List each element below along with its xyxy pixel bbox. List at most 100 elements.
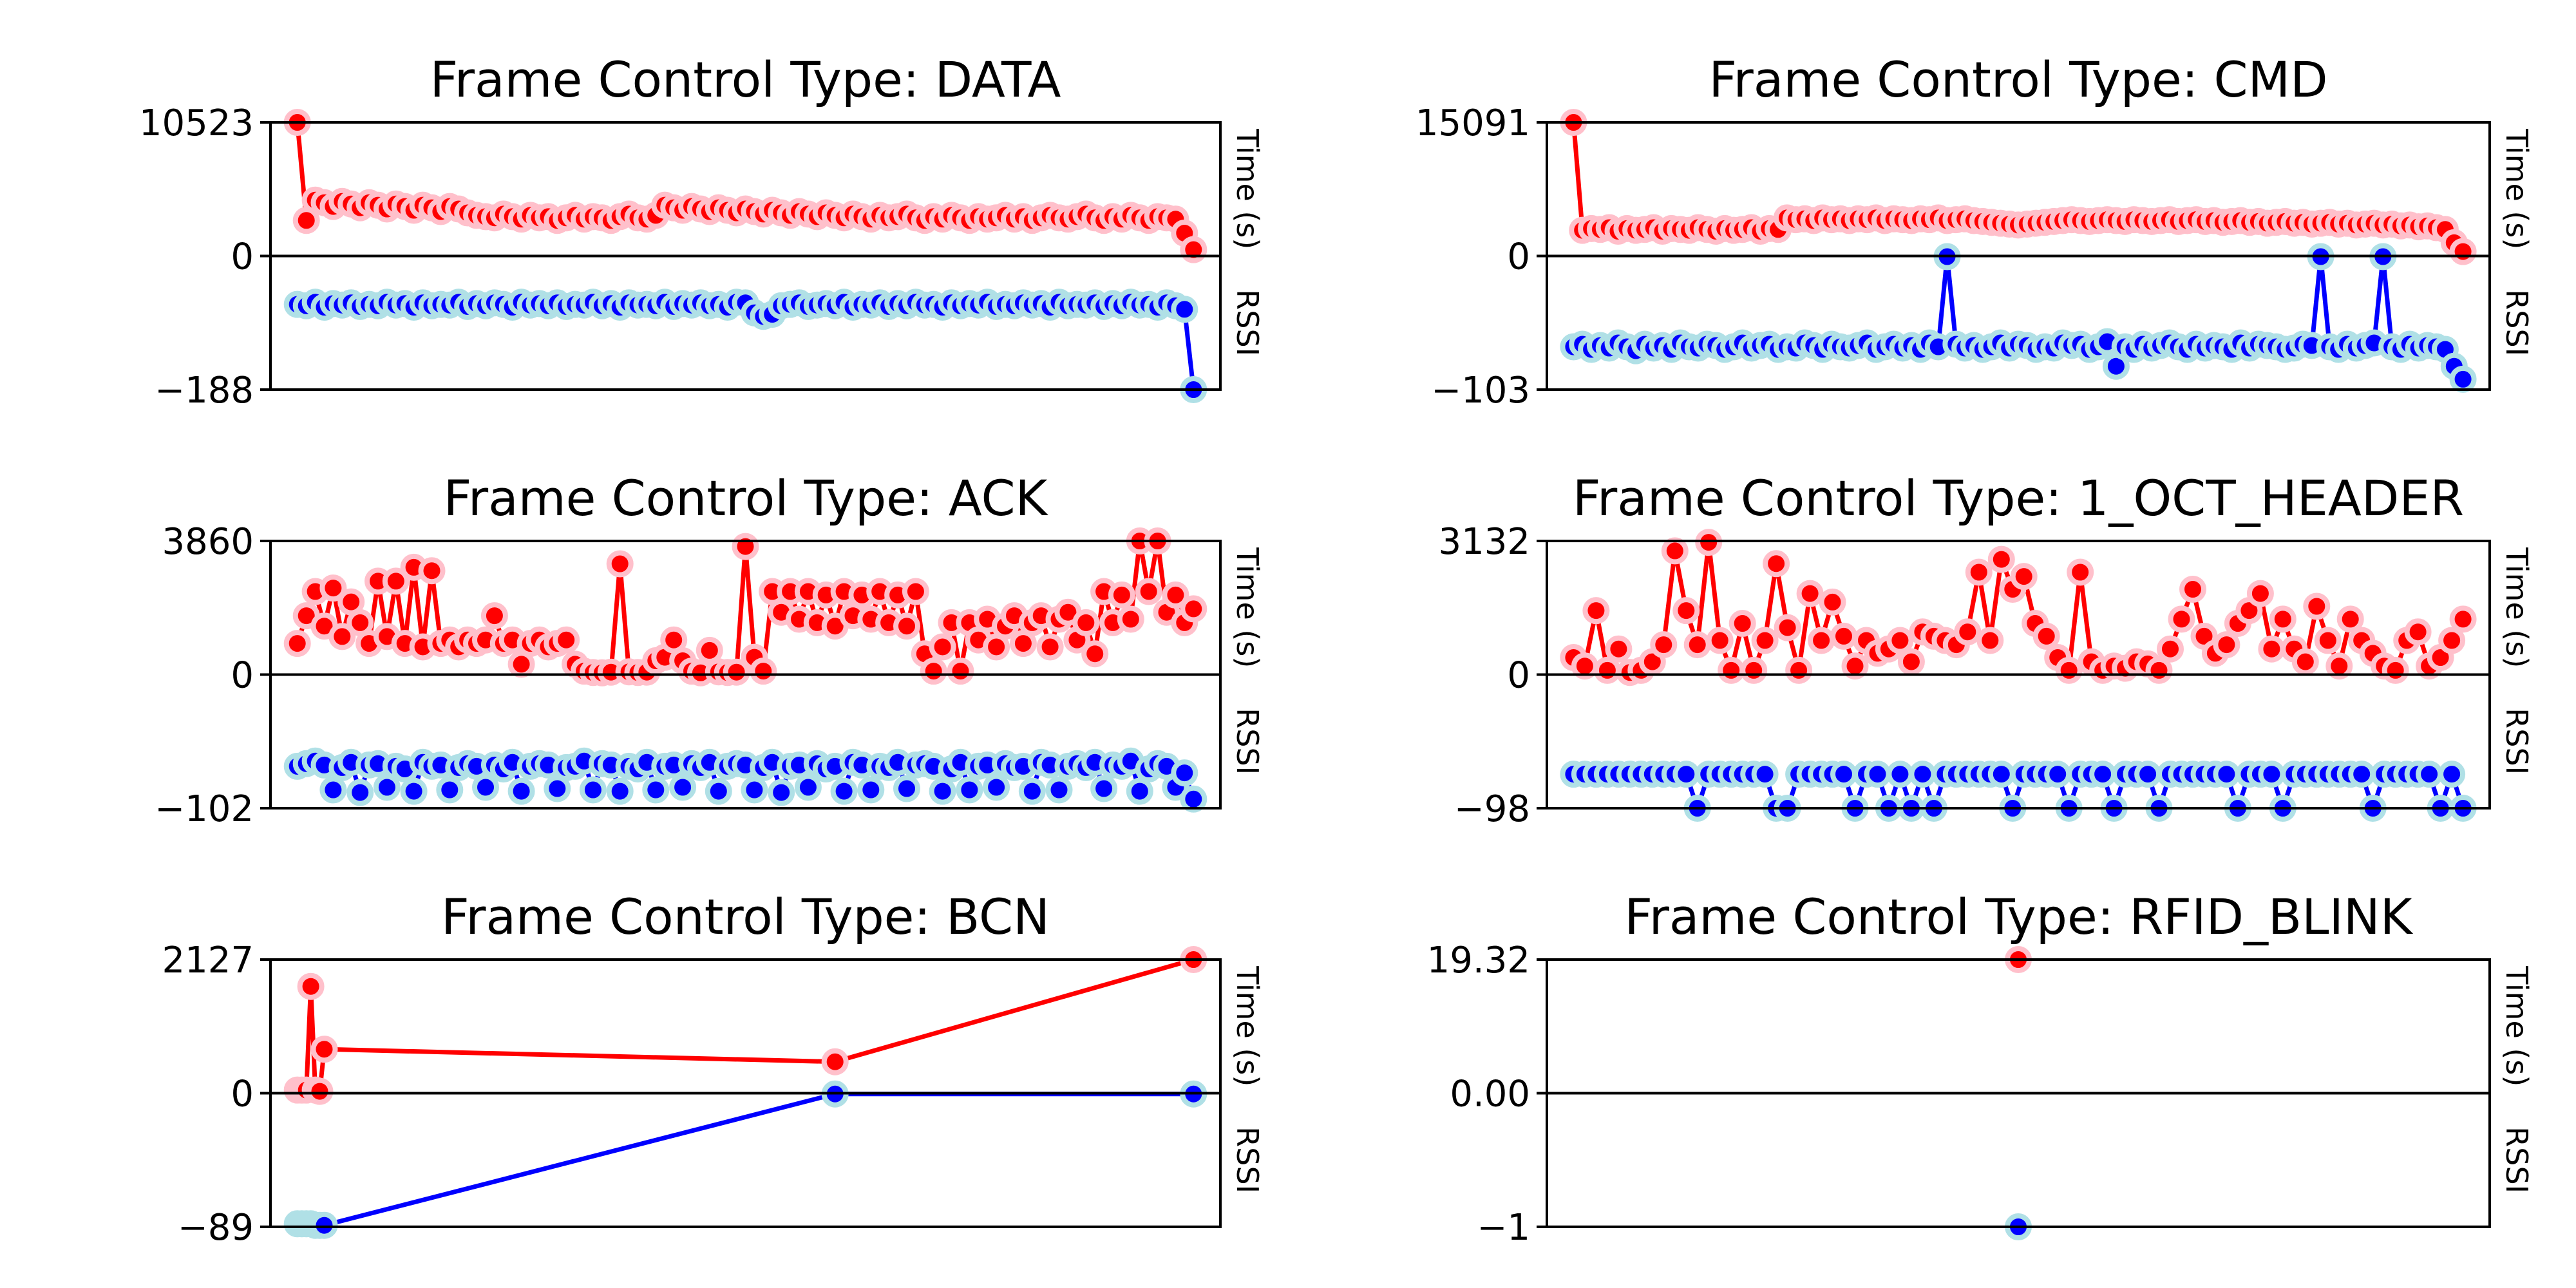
subplot-0: Frame Control Type: DATA 10523 0 −188 Time (… — [139, 51, 1265, 412]
y-tick-label: −103 — [1431, 370, 1530, 412]
y-tick-label: 3860 — [162, 521, 254, 563]
rssi-axis-label: RSSI — [2499, 1126, 2534, 1193]
subplot-title: Frame Control Type: BCN — [441, 888, 1050, 945]
subplot-1: Frame Control Type: CMD 15091 0 −103 Time (s… — [1416, 51, 2534, 412]
subplot-3: Frame Control Type: 1_OCT_HEADER 3132 0 −98… — [1438, 469, 2534, 830]
y-tick-label: 0 — [231, 655, 254, 697]
time-point — [2055, 656, 2083, 684]
time-point — [1650, 631, 1678, 659]
time-series — [283, 527, 1208, 687]
time-line — [297, 957, 1195, 1094]
time-point — [1672, 597, 1700, 625]
time-point — [2067, 558, 2094, 586]
rssi-point — [507, 777, 535, 805]
y-tick-label: 3132 — [1438, 521, 1530, 563]
y-tick-label: −98 — [1454, 788, 1530, 830]
rssi-axis-label: RSSI — [1230, 1126, 1265, 1193]
time-series — [1560, 109, 2477, 265]
rssi-axis-label: RSSI — [2499, 289, 2534, 356]
time-point — [947, 658, 974, 685]
rssi-point — [1751, 761, 1779, 788]
rssi-point — [893, 775, 920, 802]
time-point — [1763, 550, 1790, 578]
rssi-point — [1672, 761, 1700, 788]
time-axis-label: Time (s) — [2499, 547, 2534, 668]
time-point — [1108, 581, 1135, 609]
time-axis-label: Time (s) — [1230, 128, 1265, 249]
rssi-point — [705, 777, 732, 805]
subplot-4: Frame Control Type: BCN 2127 0 −89 Time (s) R… — [162, 888, 1265, 1249]
time-point — [2314, 627, 2342, 654]
rssi-point — [319, 776, 347, 804]
time-point — [2449, 605, 2477, 633]
time-point — [723, 658, 750, 686]
y-tick-label: −1 — [1477, 1207, 1530, 1249]
time-point — [902, 578, 929, 605]
rssi-point — [1171, 296, 1198, 323]
time-point — [2449, 238, 2477, 265]
time-point — [2145, 656, 2173, 684]
rssi-point — [2044, 761, 2072, 788]
time-point — [382, 567, 410, 595]
time-point — [893, 612, 920, 640]
y-tick-label: 0 — [231, 1074, 254, 1115]
time-point — [1785, 656, 1813, 684]
rssi-series — [283, 1080, 1208, 1239]
rssi-series — [1560, 761, 2477, 822]
time-point — [1954, 618, 1982, 646]
time-point — [2157, 635, 2184, 663]
time-point — [2179, 576, 2206, 603]
rssi-point — [310, 1211, 338, 1239]
time-point — [1706, 627, 1734, 654]
time-point — [696, 636, 723, 664]
time-point — [328, 623, 356, 650]
rssi-series — [283, 289, 1208, 403]
rssi-point — [794, 773, 822, 801]
time-point — [1987, 545, 2015, 573]
rssi-point — [346, 779, 374, 806]
subplot-5: Frame Control Type: RFID_BLINK 19.32 0.00 −… — [1427, 888, 2534, 1249]
time-series — [1560, 529, 2477, 687]
time-axis-label: Time (s) — [2499, 965, 2534, 1086]
time-point — [2246, 580, 2274, 607]
time-point — [1081, 640, 1109, 668]
time-point — [2213, 631, 2240, 659]
rssi-point — [1018, 777, 1046, 805]
rssi-point — [1987, 761, 2015, 788]
time-point — [1830, 622, 1857, 650]
time-point — [283, 630, 311, 658]
rssi-point — [1126, 777, 1153, 805]
subplot-title: Frame Control Type: DATA — [430, 51, 1061, 108]
time-point — [418, 557, 446, 585]
time-point — [1072, 609, 1100, 636]
subplot-title: Frame Control Type: CMD — [1709, 51, 2327, 108]
time-point — [319, 574, 347, 602]
rssi-point — [741, 776, 768, 804]
time-point — [2291, 648, 2319, 676]
time-point — [1976, 627, 2004, 654]
time-point — [2303, 592, 2331, 620]
subplot-title: Frame Control Type: ACK — [444, 469, 1049, 527]
time-point — [920, 658, 947, 685]
rssi-point — [436, 776, 464, 804]
y-tick-label: 15091 — [1416, 102, 1530, 144]
rssi-line — [297, 1092, 1194, 1228]
y-tick-label: −89 — [178, 1207, 254, 1249]
subplot-title: Frame Control Type: 1_OCT_HEADER — [1573, 469, 2464, 527]
y-tick-label: −188 — [155, 370, 254, 412]
subplot-2: Frame Control Type: ACK 3860 0 −102 Time (s)… — [155, 469, 1265, 830]
time-point — [553, 626, 580, 654]
rssi-point — [400, 777, 428, 805]
time-point — [2325, 652, 2353, 680]
time-series — [283, 109, 1208, 263]
rssi-axis-label: RSSI — [1230, 289, 1265, 356]
time-point — [1718, 656, 1745, 684]
rssi-point — [983, 773, 1010, 801]
rssi-point — [2213, 761, 2240, 788]
time-point — [1582, 597, 1610, 625]
y-tick-label: 10523 — [139, 102, 254, 144]
time-point — [2010, 563, 2038, 591]
y-tick-label: 0 — [231, 236, 254, 278]
time-point — [2032, 622, 2060, 650]
